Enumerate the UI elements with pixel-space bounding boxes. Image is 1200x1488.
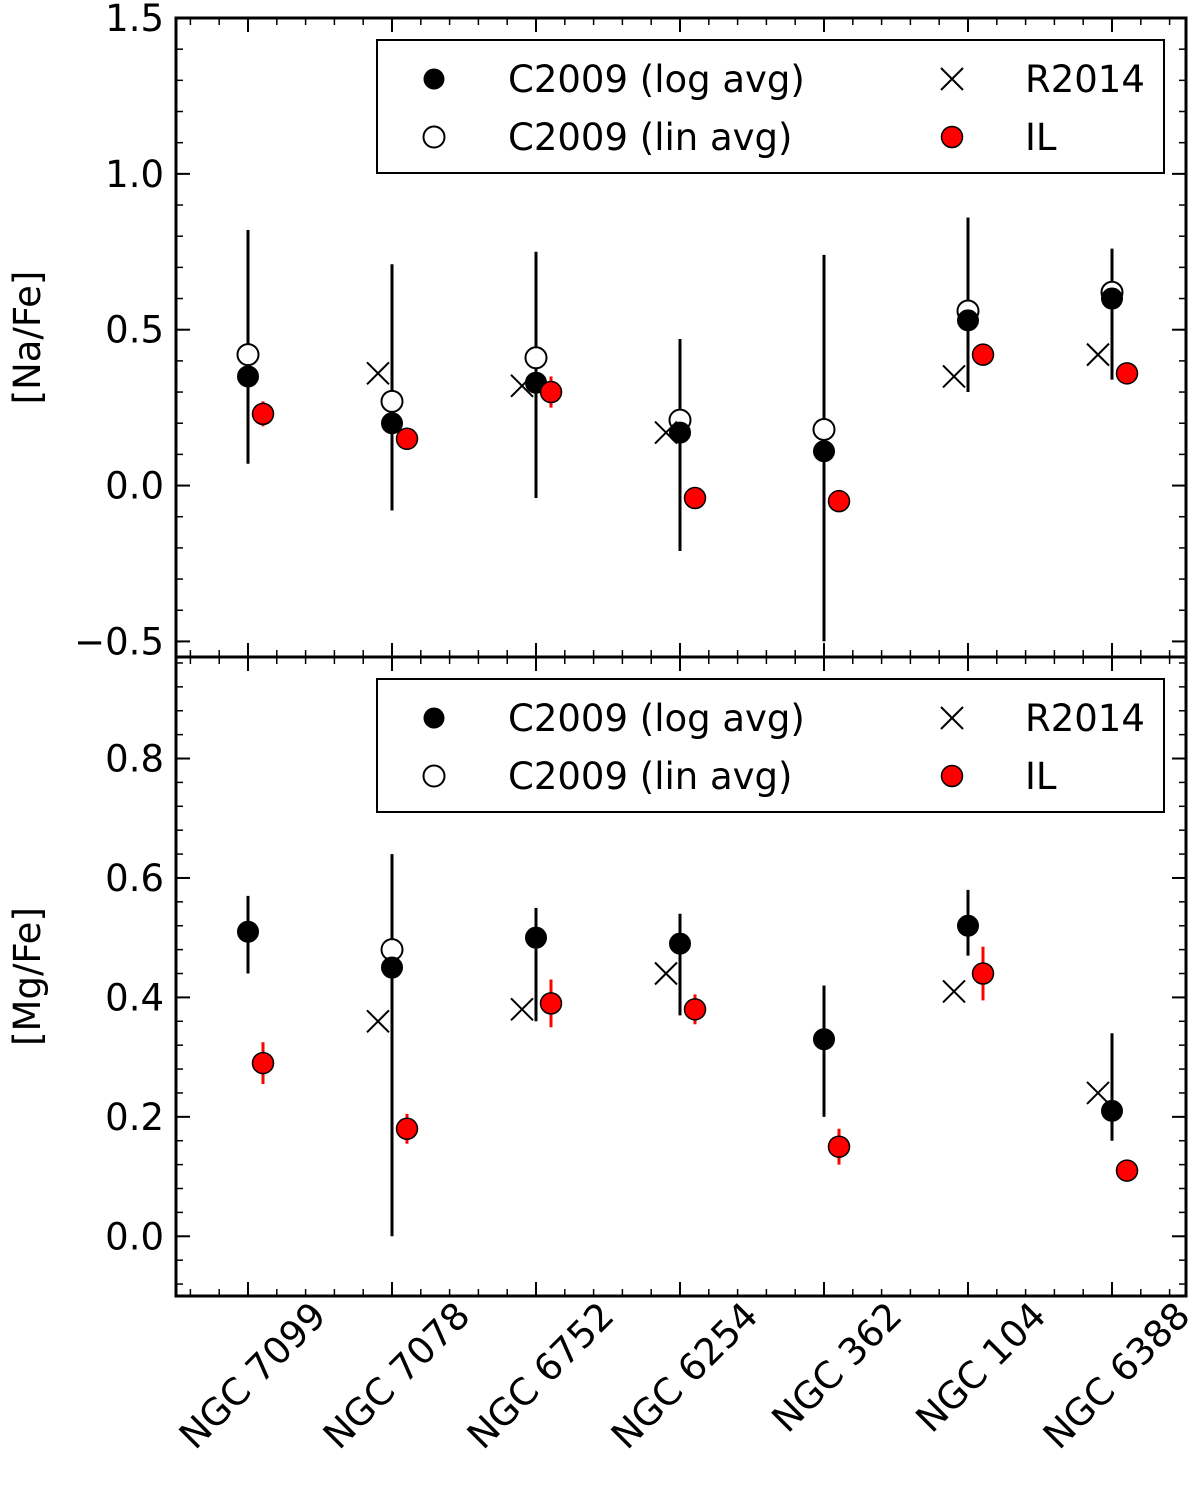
legend-marker-c2009-lin	[422, 764, 446, 788]
legend-marker-c2009-log	[423, 707, 445, 729]
y-tick-label: 0.5	[105, 309, 164, 352]
marker-r2014-stroke	[654, 420, 678, 445]
marker-c2009-log	[669, 421, 691, 444]
marker-c2009-lin	[380, 389, 404, 413]
marker-r2014	[1086, 1081, 1110, 1105]
marker-c2009-log	[525, 926, 547, 949]
marker-c2009-log	[237, 365, 259, 388]
marker-r2014-stroke	[510, 997, 534, 1022]
legend-label-c2009-lin: C2009 (lin avg)	[508, 755, 792, 798]
marker-il	[539, 380, 563, 404]
y-tick-label: −0.5	[74, 620, 164, 663]
y-axis-label: [Na/Fe]	[6, 271, 49, 405]
marker-r2014	[366, 361, 390, 386]
legend: C2009 (log avg) C2009 (lin avg) R2014 IL	[376, 678, 1165, 813]
y-tick-label: 1.5	[105, 0, 164, 40]
marker-il	[827, 489, 851, 513]
y-tick-label: 0.6	[105, 857, 164, 900]
x-tick-label: NGC 7099	[171, 1294, 334, 1457]
marker-r2014-stroke	[366, 1009, 390, 1033]
legend-marker-il	[940, 125, 964, 149]
marker-r2014-stroke	[510, 374, 534, 398]
legend-marker-r2014-stroke	[940, 706, 964, 730]
x-tick-label: NGC 6752	[459, 1294, 622, 1457]
marker-c2009-log	[381, 412, 403, 435]
marker-il	[827, 1135, 851, 1158]
marker-il	[683, 486, 707, 510]
marker-il	[1115, 362, 1139, 385]
y-axis-label: [Mg/Fe]	[6, 907, 49, 1046]
marker-c2009-log	[237, 920, 259, 943]
marker-r2014-stroke	[654, 961, 678, 986]
marker-r2014-stroke	[942, 364, 966, 389]
marker-il	[539, 992, 563, 1015]
marker-r2014	[510, 997, 534, 1022]
marker-il	[971, 343, 995, 366]
x-tick-label: NGC 362	[764, 1294, 911, 1441]
marker-il	[683, 998, 707, 1021]
legend: C2009 (log avg) C2009 (lin avg) R2014 IL	[376, 39, 1165, 174]
marker-c2009-lin	[812, 417, 836, 441]
marker-il	[395, 1117, 419, 1141]
marker-c2009-log	[1101, 287, 1123, 310]
marker-c2009-log	[1101, 1099, 1123, 1122]
x-tick-label: NGC 104	[908, 1294, 1055, 1441]
legend-marker-r2014	[940, 67, 964, 91]
legend-label-c2009-log: C2009 (log avg)	[508, 697, 805, 740]
legend-label-c2009-log: C2009 (log avg)	[508, 58, 805, 101]
legend-marker-r2014	[940, 706, 964, 730]
legend-marker-c2009-lin	[422, 125, 446, 149]
marker-c2009-log	[957, 914, 979, 937]
marker-r2014	[942, 979, 966, 1004]
marker-r2014	[654, 420, 678, 445]
marker-il	[1115, 1159, 1139, 1182]
marker-r2014	[942, 364, 966, 389]
marker-c2009-log	[813, 440, 835, 463]
marker-il	[395, 427, 419, 451]
legend-box	[376, 678, 1165, 813]
legend-label-r2014: R2014	[1025, 58, 1145, 101]
y-tick-label: 0.0	[105, 1215, 164, 1258]
marker-il	[251, 402, 275, 426]
marker-r2014	[654, 961, 678, 986]
y-tick-label: 0.4	[105, 976, 164, 1019]
marker-c2009-log	[381, 956, 403, 979]
legend-marker-il	[940, 764, 964, 788]
legend-label-c2009-lin: C2009 (lin avg)	[508, 116, 792, 159]
marker-c2009-log	[957, 309, 979, 332]
marker-r2014-stroke	[366, 361, 390, 386]
x-tick-label: NGC 7078	[315, 1294, 478, 1457]
marker-r2014-stroke	[942, 979, 966, 1004]
y-tick-label: 0.8	[105, 738, 164, 781]
legend-label-il: IL	[1025, 116, 1057, 159]
legend-label-il: IL	[1025, 755, 1057, 798]
legend-marker-r2014-stroke	[940, 67, 964, 91]
marker-il	[251, 1051, 275, 1075]
legend-marker-c2009-log	[423, 68, 445, 90]
marker-il	[971, 962, 995, 985]
panel-na-fe: −0.50.00.51.01.5[Na/Fe]C2009 (log avg)C2…	[6, 0, 1188, 663]
x-tick-label: NGC 6388	[1035, 1294, 1198, 1457]
legend-label-r2014: R2014	[1025, 697, 1145, 740]
marker-r2014	[1086, 342, 1110, 367]
marker-r2014	[510, 374, 534, 398]
marker-c2009-lin	[236, 343, 260, 367]
marker-r2014-stroke	[1086, 1081, 1110, 1105]
legend-box	[376, 39, 1165, 174]
y-tick-label: 0.2	[105, 1096, 164, 1139]
marker-c2009-lin	[524, 346, 548, 370]
x-tick-label: NGC 6254	[603, 1294, 766, 1457]
y-tick-label: 1.0	[105, 153, 164, 196]
y-tick-label: 0.0	[105, 465, 164, 508]
marker-c2009-log	[669, 932, 691, 955]
marker-r2014	[366, 1009, 390, 1033]
panel-mg-fe: 0.00.20.40.60.8[Mg/Fe]C2009 (log avg)C20…	[6, 655, 1188, 1298]
marker-c2009-log	[813, 1028, 835, 1051]
marker-r2014-stroke	[1086, 342, 1110, 367]
